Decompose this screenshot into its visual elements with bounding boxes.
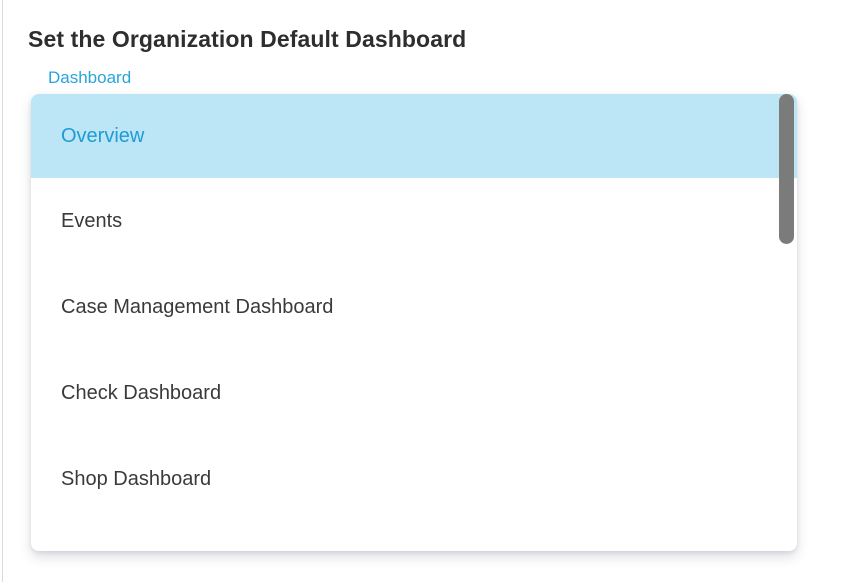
- dropdown-option-label: Overview: [61, 124, 145, 147]
- dropdown-option-overview[interactable]: Overview: [31, 94, 797, 178]
- dropdown-option-events[interactable]: Events: [31, 178, 797, 264]
- dropdown-option-list: Overview Events Case Management Dashboard C…: [31, 94, 797, 522]
- scrollbar-thumb[interactable]: [779, 94, 794, 244]
- dropdown-option-shop-dashboard[interactable]: Shop Dashboard: [31, 436, 797, 522]
- dropdown-option-check-dashboard[interactable]: Check Dashboard: [31, 350, 797, 436]
- dropdown-option-case-management-dashboard[interactable]: Case Management Dashboard: [31, 264, 797, 350]
- dropdown-option-label: Events: [61, 209, 123, 232]
- dropdown-option-label: Shop Dashboard: [61, 467, 212, 490]
- dropdown-option-label: Check Dashboard: [61, 381, 222, 404]
- dashboard-select-label: Dashboard: [48, 68, 132, 87]
- page-left-border: [2, 0, 3, 582]
- page-title: Set the Organization Default Dashboard: [28, 26, 467, 52]
- dashboard-dropdown-menu: Overview Events Case Management Dashboard C…: [31, 94, 797, 551]
- dropdown-option-label: Case Management Dashboard: [61, 295, 334, 318]
